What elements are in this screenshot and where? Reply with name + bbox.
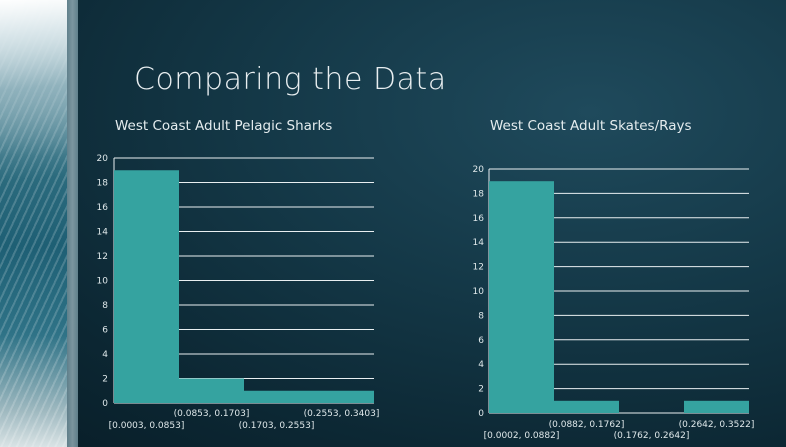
histogram-bar bbox=[309, 390, 374, 403]
x-tick-label: (0.0853, 0.1703] bbox=[174, 409, 250, 419]
y-tick-label: 4 bbox=[478, 360, 484, 370]
histogram-bar bbox=[114, 170, 179, 403]
y-tick-label: 16 bbox=[473, 214, 485, 224]
y-tick-label: 4 bbox=[102, 350, 108, 360]
panel-divider bbox=[67, 0, 78, 447]
y-tick-label: 6 bbox=[102, 326, 108, 336]
y-tick-label: 8 bbox=[478, 311, 484, 321]
histogram-bar bbox=[244, 390, 309, 403]
x-tick-label: (0.0882, 0.1762] bbox=[549, 420, 625, 430]
x-tick-label: [0.0002, 0.0882] bbox=[484, 431, 560, 441]
y-tick-label: 2 bbox=[102, 375, 108, 385]
x-tick-label: (0.1762, 0.2642] bbox=[614, 431, 690, 441]
x-tick-label: (0.2642, 0.3522] bbox=[679, 420, 755, 430]
wave-photo bbox=[0, 0, 67, 447]
y-tick-label: 12 bbox=[97, 252, 108, 262]
histogram-bar bbox=[554, 400, 619, 413]
x-tick-label: (0.2553, 0.3403] bbox=[304, 409, 380, 419]
y-tick-label: 10 bbox=[97, 277, 109, 287]
y-tick-label: 20 bbox=[97, 154, 109, 164]
histogram-bar bbox=[489, 181, 554, 413]
y-tick-label: 0 bbox=[102, 399, 108, 409]
y-tick-label: 14 bbox=[473, 238, 485, 248]
chart-title-sharks: West Coast Adult Pelagic Sharks bbox=[115, 118, 333, 134]
y-tick-label: 18 bbox=[97, 179, 109, 189]
y-tick-label: 0 bbox=[478, 409, 484, 419]
x-tick-label: [0.0003, 0.0853] bbox=[109, 421, 185, 431]
y-tick-label: 20 bbox=[473, 165, 485, 175]
y-tick-label: 8 bbox=[102, 301, 108, 311]
slide-title: Comparing the Data bbox=[134, 62, 447, 97]
x-tick-label: (0.1703, 0.2553] bbox=[239, 421, 315, 431]
y-tick-label: 18 bbox=[473, 189, 485, 199]
y-tick-label: 16 bbox=[97, 203, 109, 213]
y-tick-label: 2 bbox=[478, 385, 484, 395]
histogram-bar bbox=[179, 378, 244, 403]
y-tick-label: 12 bbox=[473, 263, 484, 273]
y-tick-label: 10 bbox=[473, 287, 485, 297]
histogram-bar bbox=[684, 400, 749, 413]
y-tick-label: 14 bbox=[97, 228, 109, 238]
chart-title-rays: West Coast Adult Skates/Rays bbox=[490, 118, 692, 134]
y-tick-label: 6 bbox=[478, 336, 484, 346]
